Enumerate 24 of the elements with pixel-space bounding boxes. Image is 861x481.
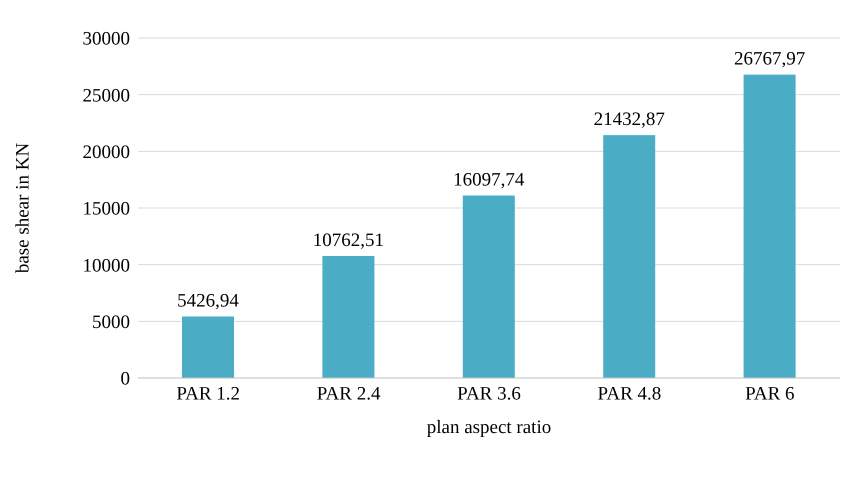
data-label: 5426,94 [177, 290, 240, 312]
y-axis-title: base shear in KN [12, 142, 34, 274]
y-tick-label: 15000 [82, 198, 130, 220]
bar [322, 256, 374, 378]
data-label: 16097,74 [453, 170, 525, 191]
y-tick-label: 0 [120, 368, 130, 390]
x-tick-label: PAR 3.6 [457, 383, 521, 404]
x-tick-label: PAR 2.4 [316, 383, 381, 404]
bar [462, 196, 515, 378]
y-tick-label: 5000 [92, 312, 130, 334]
x-tick-label: PAR 1.2 [176, 383, 240, 404]
y-tick-label: 30000 [82, 28, 130, 50]
x-axis-title: plan aspect ratio [426, 417, 552, 438]
y-tick-label: 20000 [82, 142, 130, 164]
data-label: 26767,97 [734, 48, 806, 70]
y-tick-label: 10000 [82, 255, 130, 276]
bar [603, 135, 656, 378]
bar [182, 316, 234, 378]
x-tick-label: PAR 6 [745, 383, 795, 404]
bar [744, 74, 796, 378]
data-label: 10762,51 [312, 230, 384, 252]
x-tick-label: PAR 4.8 [598, 383, 662, 404]
data-label: 21432,87 [594, 109, 665, 130]
y-tick-label: 25000 [82, 85, 130, 106]
